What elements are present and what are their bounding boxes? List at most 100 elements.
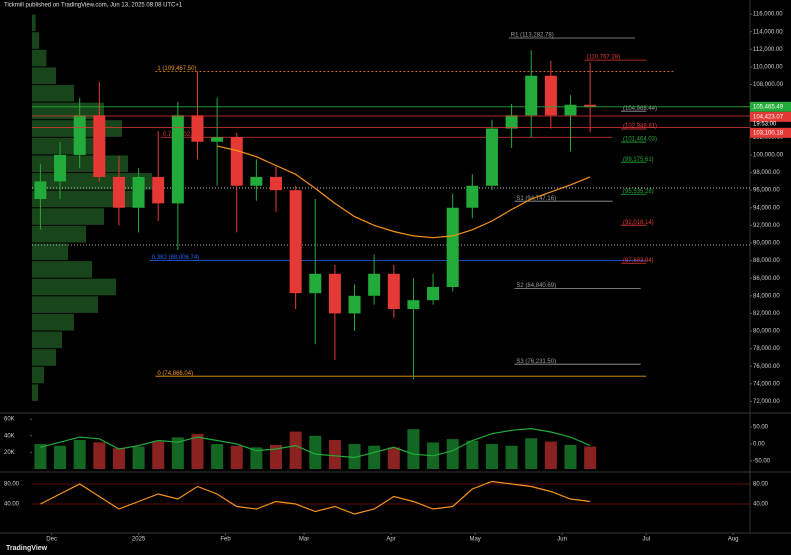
volume-bar — [211, 444, 224, 469]
oscillator-tick-label: 40.00 — [753, 502, 769, 508]
volume-bar — [112, 448, 125, 469]
volume-bar — [34, 444, 47, 469]
y-tick-label: 94,000.00 — [753, 205, 780, 211]
y-tick-label: 78,000.00 — [753, 346, 780, 352]
level-label: (99,175.61) — [623, 157, 654, 163]
volume-profile-bar — [32, 137, 104, 155]
momentum-tick-label: -50.00 — [753, 458, 771, 464]
volume-profile-bar — [32, 85, 74, 102]
volume-bar — [466, 440, 479, 469]
volume-profile-bar — [32, 14, 36, 32]
price-label: 103,100.18 — [753, 130, 784, 136]
candle-body — [73, 115, 86, 155]
x-tick-label: Aug — [728, 537, 739, 543]
candle-body — [348, 295, 361, 314]
volume-profile-bar — [32, 208, 104, 225]
candle-body — [427, 286, 440, 301]
volume-bar — [191, 434, 204, 469]
y-tick-label: 110,000.00 — [753, 64, 783, 70]
candle-body — [289, 190, 302, 294]
volume-profile-bar — [32, 349, 56, 366]
candle-body — [112, 176, 125, 208]
level-label: (95,535.28) — [623, 189, 654, 195]
volume-tick-label: 20K — [4, 450, 15, 456]
x-tick-label: May — [469, 537, 480, 543]
volume-bar — [171, 437, 184, 469]
candle-body — [54, 154, 67, 182]
candle-body — [544, 75, 557, 116]
x-tick-label: Dec — [46, 537, 57, 543]
volume-bar — [505, 445, 518, 469]
level-label: R1 (113,282.78) — [511, 33, 554, 39]
y-tick-label: 80,000.00 — [753, 329, 780, 335]
volume-profile-bar — [32, 190, 134, 208]
candle-body — [230, 137, 243, 186]
volume-bar — [446, 439, 459, 469]
y-tick-label: 96,000.00 — [753, 188, 780, 194]
candle-body — [93, 115, 106, 177]
candle-body — [34, 181, 47, 199]
x-tick-label: Jul — [642, 537, 650, 543]
y-tick-label: 82,000.00 — [753, 311, 780, 317]
volume-bar — [270, 444, 283, 469]
candle-body — [250, 176, 263, 186]
volume-profile-bar — [32, 313, 74, 331]
volume-profile-bar — [32, 225, 86, 243]
x-tick-label: Apr — [386, 537, 395, 543]
volume-profile-bar — [32, 32, 40, 49]
volume-bar — [485, 444, 498, 469]
x-tick-label: Mar — [299, 537, 309, 543]
candle-body — [152, 176, 165, 204]
x-tick-label: Jun — [557, 537, 567, 543]
level-label: (110,767.28) — [587, 55, 621, 61]
volume-profile-bar — [32, 49, 47, 67]
volume-bar — [544, 441, 557, 469]
y-tick-label: 100,000.00 — [753, 153, 784, 159]
volume-profile-bar — [32, 366, 44, 384]
volume-profile-bar — [32, 296, 98, 313]
header: Tickmill published on TradingView.com, J… — [4, 3, 183, 9]
volume-bar — [250, 447, 263, 469]
volume-bar — [387, 447, 400, 469]
y-tick-label: 86,000.00 — [753, 276, 780, 282]
volume-profile-bar — [32, 102, 104, 120]
volume-tick-label: 40K — [4, 433, 15, 439]
volume-profile-bar — [32, 243, 68, 261]
volume-bar — [348, 444, 361, 469]
volume-tick-label: 60K — [4, 417, 15, 423]
momentum-line — [40, 427, 591, 459]
price-label: 105,465.49 — [753, 104, 784, 110]
countdown: 19:53:00 — [753, 121, 777, 127]
momentum-tick-label: 0.00 — [753, 441, 765, 447]
y-tick-label: 74,000.00 — [753, 381, 780, 387]
volume-profile-bar — [32, 331, 62, 349]
candle-body — [211, 137, 224, 142]
y-tick-label: 102,000.00 — [753, 135, 784, 141]
candle-body — [191, 115, 204, 142]
moving-average — [216, 145, 591, 239]
volume-bar — [368, 445, 381, 469]
candle-body — [584, 104, 597, 107]
volume-bar — [584, 446, 597, 469]
oscillator-tick-label: 80.00 — [753, 482, 769, 488]
candle-body — [485, 128, 498, 186]
volume-bar — [525, 438, 538, 469]
volume-bar — [289, 431, 302, 469]
oscillator-tick-label: 80.00 — [4, 482, 20, 488]
level-label: 0 (74,866.04) — [157, 371, 193, 377]
candle-body — [564, 104, 577, 116]
y-tick-label: 108,000.00 — [753, 82, 784, 88]
price-label-box — [750, 127, 791, 138]
candle-body — [407, 300, 420, 309]
level-label: S2 (84,840.69) — [516, 283, 556, 289]
x-tick-label: 2025 — [132, 537, 146, 543]
volume-bar — [328, 439, 341, 469]
volume-bar — [564, 444, 577, 469]
volume-bar — [407, 429, 420, 469]
candle-body — [466, 185, 479, 208]
candle-body — [309, 273, 322, 294]
volume-bar — [152, 441, 165, 469]
candle-body — [387, 273, 400, 309]
